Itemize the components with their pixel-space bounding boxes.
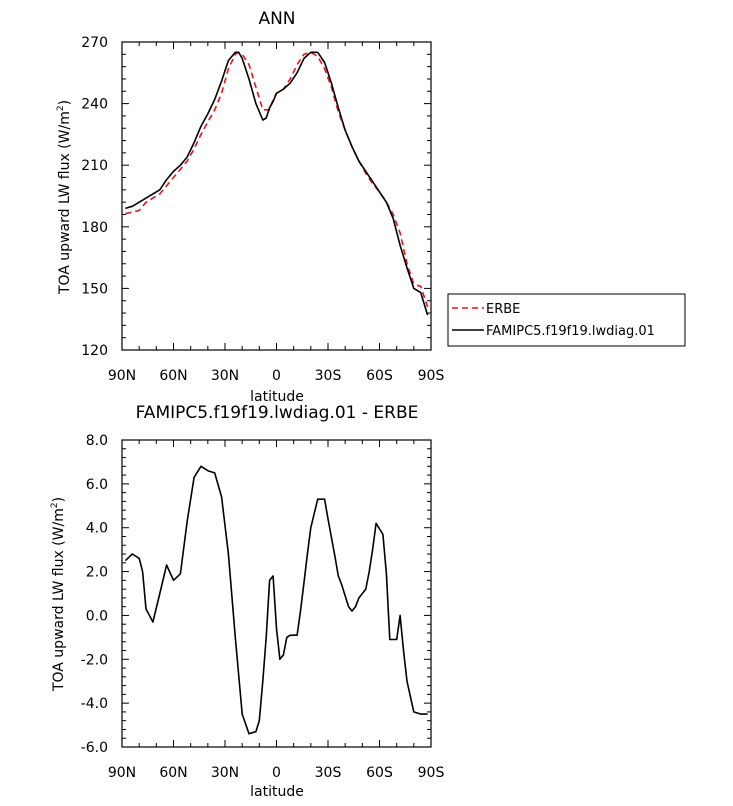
lower-chart-y-label-sup: 2 [50,502,60,508]
upper-x-tick-label: 30S [315,368,342,384]
upper-x-tick-label: 90S [418,368,445,384]
upper-x-tick-label: 30N [211,368,239,384]
legend-box [447,293,686,347]
upper-chart-ticks: 90N 60N 30N 0 30S 60S 90S 120 150 180 210 240 270 [81,35,444,384]
lower-x-tick-label: 30N [211,765,239,781]
upper-y-tick-label: 210 [81,158,108,174]
lower-y-tick-label: 4.0 [86,521,108,537]
lower-chart-ticks: 90N 60N 30N 0 30S 60S 90S -6.0 -4.0 -2.0 0.0 2.0 4.0… [81,433,445,781]
upper-x-tick-label: 60N [159,368,187,384]
upper-chart-title: ANN [258,9,295,29]
upper-y-tick-label: 240 [81,97,108,113]
lower-y-tick-label: 0.0 [86,608,108,624]
lower-chart-y-label-close: ) [51,497,67,502]
legend-label-erbe: ERBE [486,302,520,317]
lower-chart-series [124,465,428,735]
lower-chart-y-label: TOA upward LW flux (W/m2) [50,497,67,692]
upper-chart-frame [121,41,432,351]
lower-x-tick-label: 30S [315,765,342,781]
upper-y-tick-label: 120 [81,343,108,359]
lower-x-tick-label: 60S [366,765,393,781]
upper-chart-y-label-sup: 2 [56,105,66,111]
lower-x-tick-label: 90N [108,765,136,781]
lower-chart-title: FAMIPC5.f19f19.lwdiag.01 - ERBE [136,403,419,423]
lower-x-tick-label: 0 [272,765,281,781]
lower-series-line-0 [124,465,428,735]
lower-chart-panel: FAMIPC5.f19f19.lwdiag.01 - ERBE 90N 60N 30… [50,403,444,800]
upper-y-tick-label: 150 [81,281,108,297]
upper-chart-x-label: latitude [250,389,304,405]
lower-y-tick-label: 2.0 [86,565,108,581]
upper-chart-y-label: TOA upward LW flux (W/m2) [56,100,73,295]
upper-chart-y-label-close: ) [57,100,73,105]
upper-y-tick-label: 270 [81,35,108,51]
lower-y-tick-label: -4.0 [81,696,108,712]
lower-y-tick-label: 8.0 [86,433,108,449]
upper-chart-y-label-main: TOA upward LW flux (W/m [57,111,73,295]
upper-y-tick-label: 180 [81,220,108,236]
upper-series-line-1 [125,51,429,316]
lower-x-tick-label: 90S [418,765,445,781]
lower-chart-frame [121,439,432,748]
lower-chart-x-label: latitude [250,784,304,800]
upper-x-tick-label: 90N [108,368,136,384]
upper-chart-legend: ERBE FAMIPC5.f19f19.lwdiag.01 [447,293,686,347]
lower-x-tick-label: 60N [159,765,187,781]
upper-x-tick-label: 60S [366,368,393,384]
lower-y-tick-label: 6.0 [86,477,108,493]
upper-chart-series [125,51,429,316]
upper-series-line-0 [125,51,429,308]
legend-label-famipc5: FAMIPC5.f19f19.lwdiag.01 [486,324,655,339]
lower-y-tick-label: -2.0 [81,652,108,668]
lower-chart-y-label-main: TOA upward LW flux (W/m [51,508,67,692]
upper-chart-panel: ANN 90N 60N 30N 0 30S 60S 90S 120 150 180 210 240 27… [56,9,686,405]
upper-x-tick-label: 0 [272,368,281,384]
lower-y-tick-label: -6.0 [81,740,108,756]
